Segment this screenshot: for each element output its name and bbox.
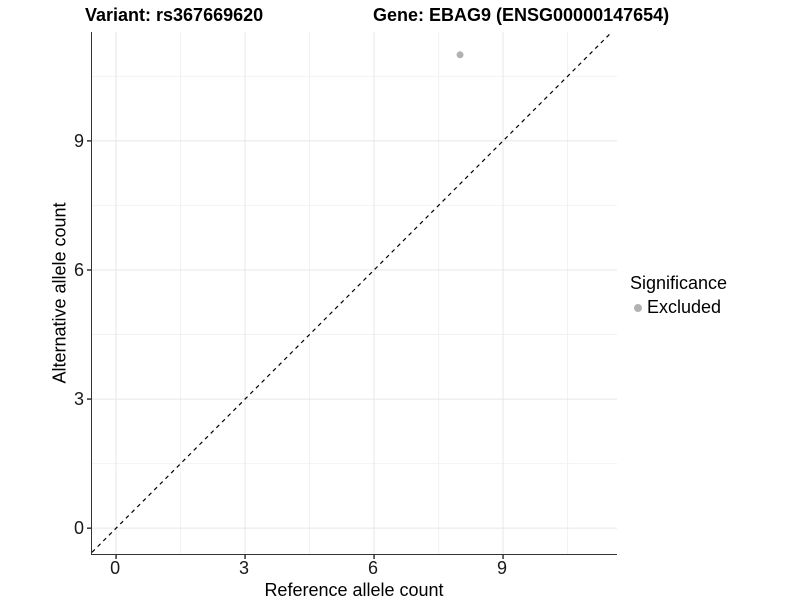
scatter-plot-svg xyxy=(87,31,617,559)
y-tick-label: 0 xyxy=(73,518,84,539)
data-point xyxy=(456,51,464,59)
legend-item-excluded: Excluded xyxy=(630,297,727,318)
plot-title-gene: Gene: EBAG9 (ENSG00000147654) xyxy=(373,5,670,25)
y-axis-title: Alternative allele count xyxy=(49,202,70,384)
y-tick-label: 9 xyxy=(73,130,84,151)
x-tick-label: 6 xyxy=(368,558,379,578)
legend: Significance Excluded xyxy=(630,273,727,318)
legend-title: Significance xyxy=(630,273,728,293)
x-tick-label: 0 xyxy=(110,558,121,578)
plot-panel xyxy=(87,31,617,559)
plot-title-variant: Variant: rs367669620 xyxy=(85,5,264,25)
legend-point-icon xyxy=(634,303,642,312)
identity-dashed-line xyxy=(91,31,613,553)
x-tick-label: 3 xyxy=(239,558,250,578)
x-axis-title: Reference allele count xyxy=(264,580,444,600)
y-tick-label: 3 xyxy=(73,389,84,410)
y-tick-label: 6 xyxy=(73,259,84,280)
legend-item-label: Excluded xyxy=(647,297,722,317)
x-tick-label: 9 xyxy=(497,558,508,578)
